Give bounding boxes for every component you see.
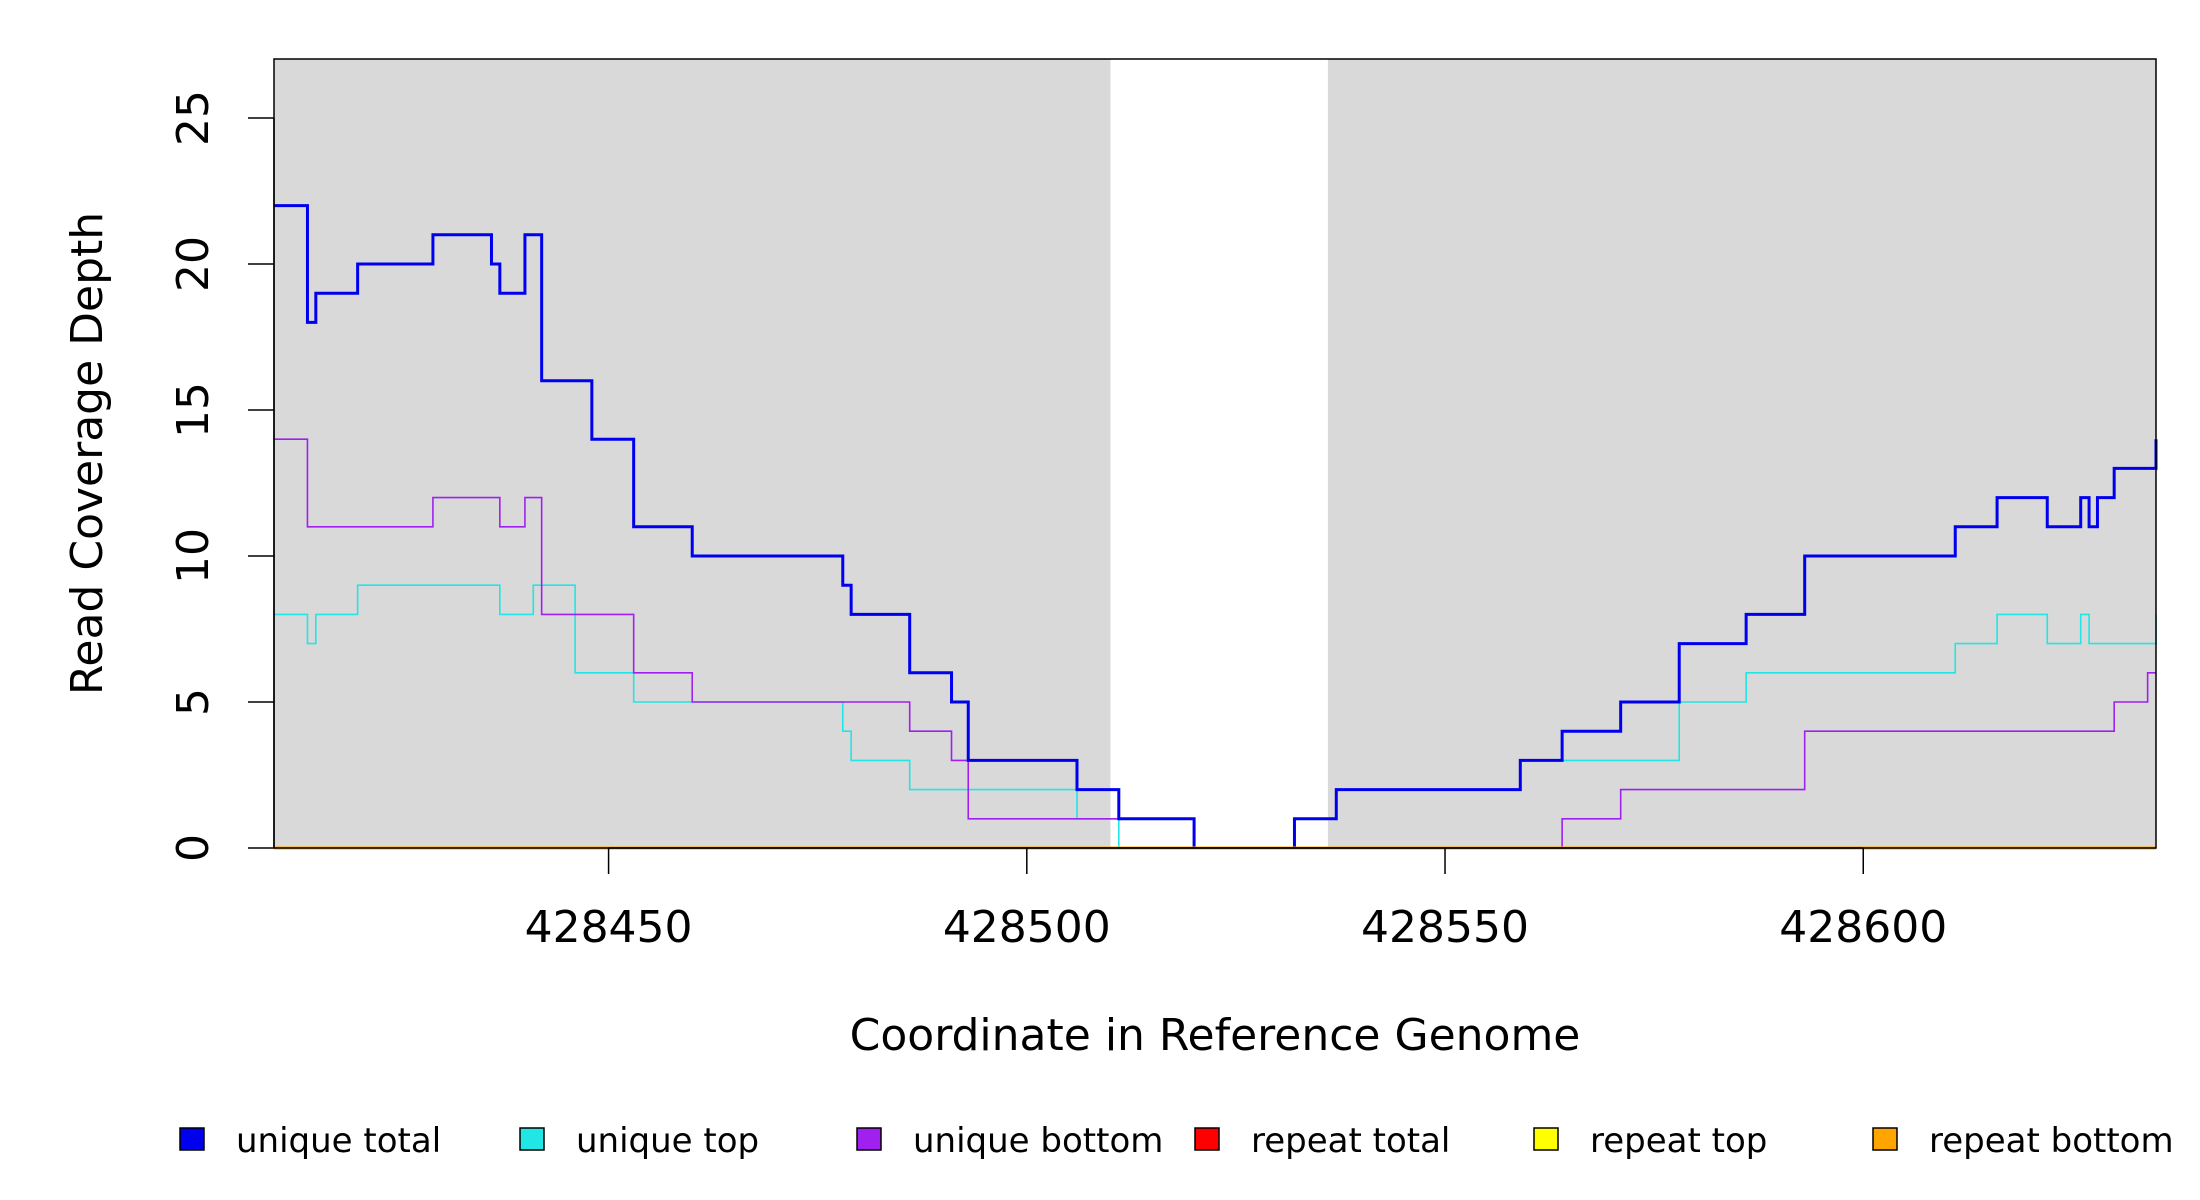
shaded-regions <box>274 59 2156 848</box>
series-unique-total <box>274 204 2158 850</box>
x-axis-title: Coordinate in Reference Genome <box>850 1010 1581 1061</box>
legend-swatch <box>1194 1127 1220 1151</box>
legend-label: unique total <box>236 1121 441 1161</box>
y-axis-title: Read Coverage Depth <box>62 212 113 695</box>
series-unique-top <box>274 584 2157 849</box>
legend-label: unique bottom <box>913 1121 1163 1161</box>
legend-swatch <box>856 1127 882 1151</box>
y-tick-label: 20 <box>168 236 219 292</box>
y-tick-label: 15 <box>168 382 219 438</box>
shaded-region-1 <box>1327 59 2156 848</box>
y-tick-label: 10 <box>168 528 219 584</box>
shaded-region-0 <box>274 59 1111 848</box>
y-tick-label: 25 <box>168 90 219 146</box>
legend-swatch <box>1872 1127 1898 1151</box>
x-tick-label: 428450 <box>525 902 693 953</box>
legend-swatch <box>1533 1127 1559 1151</box>
y-tick-label: 5 <box>168 688 219 716</box>
legend-label: repeat total <box>1251 1121 1450 1161</box>
legend-label: repeat bottom <box>1929 1121 2174 1161</box>
series-unique-bottom <box>274 438 2156 849</box>
legend-label: repeat top <box>1590 1121 1767 1161</box>
legend-label: unique top <box>576 1121 759 1161</box>
x-tick-label: 428500 <box>943 902 1111 953</box>
legend-swatch <box>519 1127 545 1151</box>
axes: 0 5 10 15 20 25 428450 428500 428550 428600 <box>168 90 1947 953</box>
y-tick-label: 0 <box>168 834 219 862</box>
x-tick-label: 428600 <box>1779 902 1947 953</box>
legend-swatch <box>179 1127 205 1151</box>
x-tick-label: 428550 <box>1361 902 1529 953</box>
legend: unique total unique top unique bottom repea… <box>179 1121 2174 1161</box>
